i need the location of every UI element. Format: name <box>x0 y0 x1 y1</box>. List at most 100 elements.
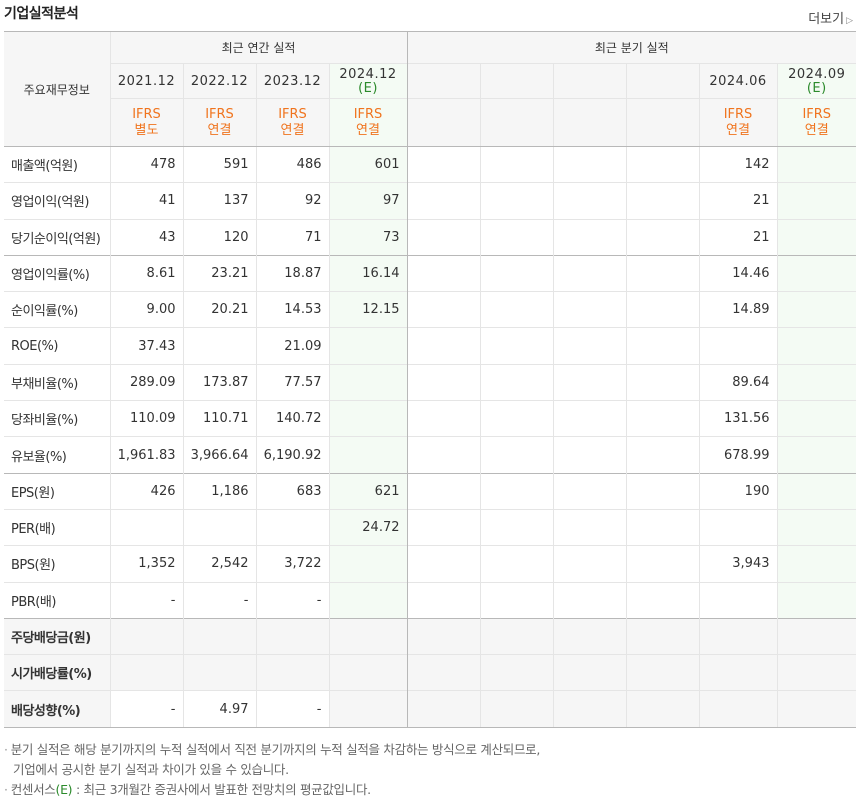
value-cell <box>182 327 256 365</box>
period-header: 2024.12 (E) <box>328 63 407 99</box>
value-cell <box>328 654 407 691</box>
value-cell <box>479 508 553 546</box>
value-cell <box>109 617 183 655</box>
value-cell: 12.15 <box>328 291 407 328</box>
value-cell <box>109 654 183 691</box>
table-row: 당기순이익(억원) 43 120 71 73 21 <box>4 218 857 256</box>
note-line-3: · 컨센서스(E) : 최근 3개월간 증권사에서 발표한 전망치의 평균값입니다… <box>4 782 371 797</box>
consolidation-label: 연결 <box>280 122 305 138</box>
notes: · 분기 실적은 해당 분기까지의 누적 실적에서 직전 분기까지의 누적 실적을… <box>4 740 540 800</box>
accounting-standard <box>625 98 699 147</box>
row-label: BPS(원) <box>4 545 110 583</box>
value-cell <box>552 363 626 401</box>
value-cell <box>479 436 553 474</box>
value-cell: 73 <box>328 218 407 256</box>
value-cell <box>479 400 553 437</box>
value-cell: 14.46 <box>698 254 777 292</box>
period-header: 2024.06 <box>698 63 777 99</box>
table-row: 주당배당금(원) <box>4 617 857 655</box>
chevron-right-icon: ▷ <box>846 16 853 26</box>
period-header <box>625 63 699 99</box>
value-cell: - <box>255 690 329 728</box>
value-cell <box>776 617 857 655</box>
section-header: 기업실적분석 더보기 ▷ <box>0 0 863 30</box>
value-cell <box>479 581 553 619</box>
row-label: 영업이익(억원) <box>4 182 110 220</box>
consolidation-label: 별도 <box>134 122 159 138</box>
value-cell: 110.09 <box>109 400 183 437</box>
table-row: 부채비율(%) 289.09 173.87 77.57 89.64 <box>4 363 857 401</box>
value-cell <box>406 617 480 655</box>
value-cell <box>255 617 329 655</box>
value-cell <box>552 145 626 183</box>
value-cell <box>776 182 857 220</box>
period-header <box>552 63 626 99</box>
value-cell: 3,943 <box>698 545 777 583</box>
period-label: 2022.12 <box>190 73 249 89</box>
value-cell <box>406 400 480 437</box>
value-cell <box>406 581 480 619</box>
estimate-mark: (E) <box>358 80 378 96</box>
value-cell: 1,961.83 <box>109 436 183 474</box>
value-cell: 3,966.64 <box>182 436 256 474</box>
value-cell <box>479 327 553 365</box>
value-cell: 21 <box>698 182 777 220</box>
value-cell <box>552 254 626 292</box>
value-cell: 20.21 <box>182 291 256 328</box>
row-label: 매출액(억원) <box>4 145 110 183</box>
value-cell <box>479 291 553 328</box>
value-cell <box>625 617 699 655</box>
value-cell <box>479 617 553 655</box>
financial-table: 주요재무정보 최근 연간 실적 최근 분기 실적 2021.12 2022.12 2… <box>4 31 857 728</box>
value-cell <box>182 508 256 546</box>
row-label: 주당배당금(원) <box>4 617 110 655</box>
value-cell <box>328 617 407 655</box>
value-cell <box>625 218 699 256</box>
value-cell: 173.87 <box>182 363 256 401</box>
period-label: 2024.09 <box>788 66 846 82</box>
value-cell: 289.09 <box>109 363 183 401</box>
quarter-group-header: 최근 분기 실적 <box>406 31 857 64</box>
value-cell <box>776 400 857 437</box>
value-cell <box>479 545 553 583</box>
value-cell <box>552 218 626 256</box>
value-cell <box>698 690 777 728</box>
table-row: 배당성향(%) -4.97- <box>4 690 857 728</box>
value-cell <box>479 254 553 292</box>
accounting-standard: IFRS 연결 <box>182 98 256 147</box>
bullet-icon: · <box>4 782 8 797</box>
value-cell <box>552 654 626 691</box>
value-cell: 37.43 <box>109 327 183 365</box>
value-cell <box>479 145 553 183</box>
value-cell: 621 <box>328 472 407 510</box>
value-cell: 4.97 <box>182 690 256 728</box>
value-cell <box>406 145 480 183</box>
period-header <box>406 63 480 99</box>
value-cell: 1,352 <box>109 545 183 583</box>
value-cell: 14.53 <box>255 291 329 328</box>
value-cell: - <box>182 581 256 619</box>
value-cell <box>406 254 480 292</box>
value-cell: 71 <box>255 218 329 256</box>
period-header: 2023.12 <box>255 63 329 99</box>
row-label: 당기순이익(억원) <box>4 218 110 256</box>
value-cell <box>182 654 256 691</box>
table-row: 영업이익(억원) 41 137 92 97 21 <box>4 182 857 220</box>
value-cell <box>698 617 777 655</box>
value-cell <box>625 182 699 220</box>
value-cell <box>552 545 626 583</box>
value-cell: - <box>109 581 183 619</box>
value-cell: 14.89 <box>698 291 777 328</box>
annual-group-header: 최근 연간 실적 <box>109 31 407 64</box>
row-label: 유보율(%) <box>4 436 110 474</box>
value-cell <box>698 508 777 546</box>
table-row: 영업이익률(%) 8.61 23.21 18.87 16.14 14.46 <box>4 254 857 292</box>
value-cell <box>552 581 626 619</box>
value-cell <box>406 508 480 546</box>
more-link[interactable]: 더보기 ▷ <box>808 8 853 27</box>
accounting-standard: IFRS 연결 <box>255 98 329 147</box>
note-line-2: 기업에서 공시한 분기 실적과 차이가 있을 수 있습니다. <box>13 762 289 777</box>
table-row: 유보율(%) 1,961.83 3,966.64 6,190.92 678.99 <box>4 436 857 474</box>
value-cell: 24.72 <box>328 508 407 546</box>
value-cell <box>625 145 699 183</box>
